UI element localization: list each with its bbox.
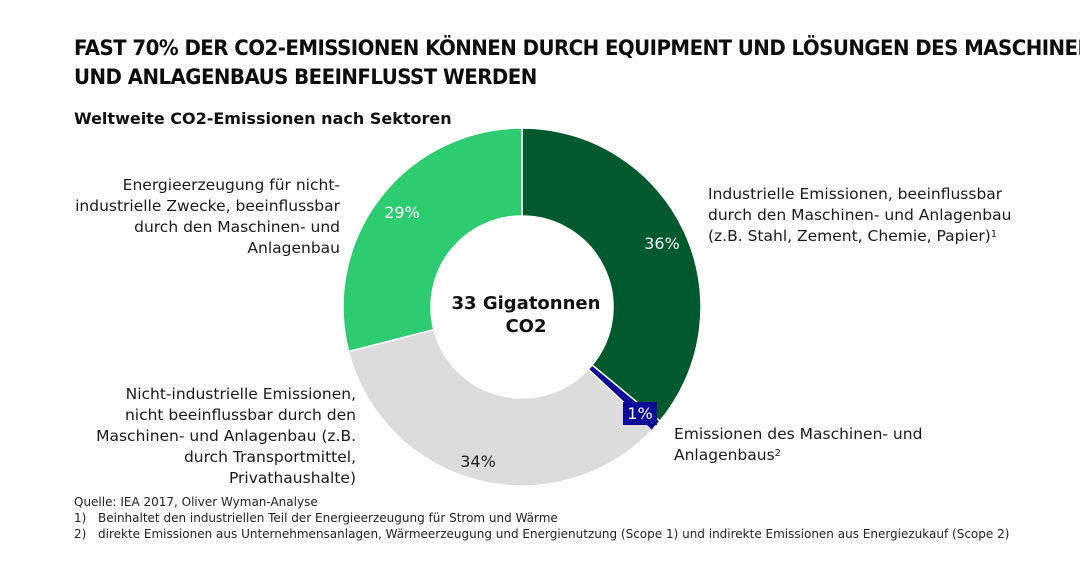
label-machinery-line-1: Emissionen des Maschinen- und [674,425,923,443]
donut-slice-industrial [521,127,702,423]
label-machinery-line-2: Anlagenbaus [674,446,775,464]
label-non-industrial-line-3: Maschinen- und Anlagenbau (z.B. [96,427,356,445]
label-energy-line-3: durch den Maschinen- und [134,218,340,236]
slice-value-label-energy: 29% [384,203,420,222]
slice-value-label-machinery: 1% [627,404,652,423]
title-line-2: und Anlagenbaus beeinflusst werden [74,65,537,90]
label-energy-line-1: Energieerzeugung für nicht- [122,176,340,194]
page-title: Fast 70% der CO2-Emissionen können durch… [74,34,1080,92]
footnote-2: 2) direkte Emissionen aus Unternehmensanl… [74,526,1009,542]
donut-slice-non-industrial [347,328,654,487]
label-energy-line-2: industrielle Zwecke, beeinflussbar [75,197,340,215]
label-non-industrial-line-2: nicht beeinflussbar durch den [124,406,356,424]
label-non-industrial-line-1: Nicht-industrielle Emissionen, [125,385,356,403]
donut-slice-energy [342,127,523,353]
label-energy: Energieerzeugung für nicht- industrielle… [75,175,340,259]
footer-source: Quelle: IEA 2017, Oliver Wyman-Analyse [74,495,318,509]
footnote-ref-1: 1 [990,229,998,240]
chart-subtitle: Weltweite CO2-Emissionen nach Sektoren [74,109,452,128]
label-machinery: Emissionen des Maschinen- und Anlagenbau… [674,424,922,466]
label-industrial-line-2: durch den Maschinen- und Anlagenbau [708,206,1012,224]
slice-label-pointer-machinery [646,424,654,430]
label-non-industrial: Nicht-industrielle Emissionen, nicht bee… [96,384,356,489]
donut-center-label: 33 Gigatonnen CO2 [426,292,626,338]
slice-value-label-non-industrial: 34% [460,452,496,471]
footnote-2-text: direkte Emissionen aus Unternehmensanlag… [98,527,1010,541]
label-non-industrial-line-4: durch Transportmittel, [183,448,356,466]
footnote-1-text: Beinhaltet den industriellen Teil der En… [98,511,558,525]
slice-value-label-industrial: 36% [644,234,680,253]
title-line-1: Fast 70% der CO2-Emissionen können durch… [74,36,1080,61]
label-industrial-line-1: Industrielle Emissionen, beeinflussbar [708,185,1003,203]
center-line-2: CO2 [505,316,547,337]
footnote-1-number: 1) [74,511,87,525]
label-industrial-line-3: (z.B. Stahl, Zement, Chemie, Papier) [708,227,991,245]
footnote-1: 1) Beinhaltet den industriellen Teil der … [74,510,1009,526]
label-industrial: Industrielle Emissionen, beeinflussbar d… [708,184,1011,247]
footnote-2-number: 2) [74,527,87,541]
label-energy-line-4: Anlagenbau [247,239,340,257]
center-line-1: 33 Gigatonnen [451,293,601,314]
footer: Quelle: IEA 2017, Oliver Wyman-Analyse 1… [74,494,1009,542]
label-non-industrial-line-5: Privathaushalte) [228,469,356,487]
slice-label-box-machinery [623,402,657,425]
footnote-ref-2: 2 [774,448,782,459]
